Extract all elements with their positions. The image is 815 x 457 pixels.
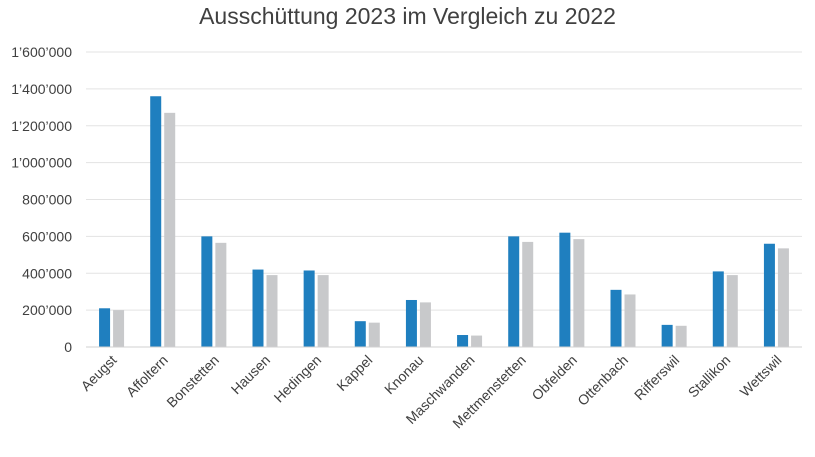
bar-ottenbach-series-2 [624,294,636,347]
y-tick-label: 600’000 [22,228,72,244]
y-tick-label: 1’000’000 [11,155,72,171]
y-tick-label: 1’600’000 [11,44,72,60]
x-tick-label: Knonau [381,352,426,397]
bar-maschwanden-series-2 [471,335,483,347]
bar-obfelden-series-1 [559,232,571,347]
bar-rifferswil-series-2 [675,325,687,347]
gridlines [86,51,802,311]
bar-aeugst-series-1 [99,308,111,347]
x-tick-label: Rifferswil [631,352,682,403]
bar-hausen-series-1 [252,269,264,347]
x-tick-label: Affoltern [123,352,171,400]
x-tick-label: Bonstetten [163,352,222,411]
y-tick-label: 200’000 [22,302,72,318]
bar-hausen-series-2 [266,275,278,347]
bar-rifferswil-series-1 [661,324,673,347]
bars [99,96,789,347]
x-tick-label: Kappel [333,352,375,394]
x-tick-label: Hedingen [271,352,325,406]
x-tick-label: Ottenbach [574,352,631,409]
bar-hedingen-series-1 [303,270,315,347]
chart-title: Ausschüttung 2023 im Vergleich zu 2022 [199,3,616,29]
bar-stallikon-series-1 [712,271,724,347]
y-tick-label: 0 [64,339,72,355]
bar-kappel-series-1 [354,321,366,347]
bar-hedingen-series-2 [317,275,329,347]
bar-obfelden-series-2 [573,239,585,347]
bar-wettswil-series-1 [763,243,775,347]
y-tick-label: 800’000 [22,192,72,208]
bar-mettmenstetten-series-2 [522,241,534,347]
y-tick-label: 1’400’000 [11,81,72,97]
bar-maschwanden-series-1 [457,335,469,347]
bar-mettmenstetten-series-1 [508,236,520,347]
bar-stallikon-series-2 [726,275,738,347]
x-tick-label: Aeugst [78,352,120,394]
bar-wettswil-series-2 [777,248,789,347]
bar-affoltern-series-2 [164,112,176,347]
x-tick-label: Wettswil [737,352,785,400]
bar-affoltern-series-1 [150,96,162,347]
bar-knonau-series-2 [419,302,431,347]
y-tick-label: 400’000 [22,265,72,281]
bar-aeugst-series-2 [113,310,125,347]
bar-kappel-series-2 [368,322,380,347]
bar-bonstetten-series-2 [215,242,227,347]
y-tick-label: 1’200’000 [11,118,72,134]
bar-knonau-series-1 [405,299,417,347]
x-tick-label: Stallikon [685,352,734,401]
y-axis-tick-labels: 0 200’000 400’000 600’000 800’000 1’000’000 1’… [11,44,72,355]
bar-ottenbach-series-1 [610,289,622,347]
x-tick-label: Hausen [228,352,273,397]
x-tick-label: Obfelden [528,352,579,403]
bar-bonstetten-series-1 [201,236,213,347]
